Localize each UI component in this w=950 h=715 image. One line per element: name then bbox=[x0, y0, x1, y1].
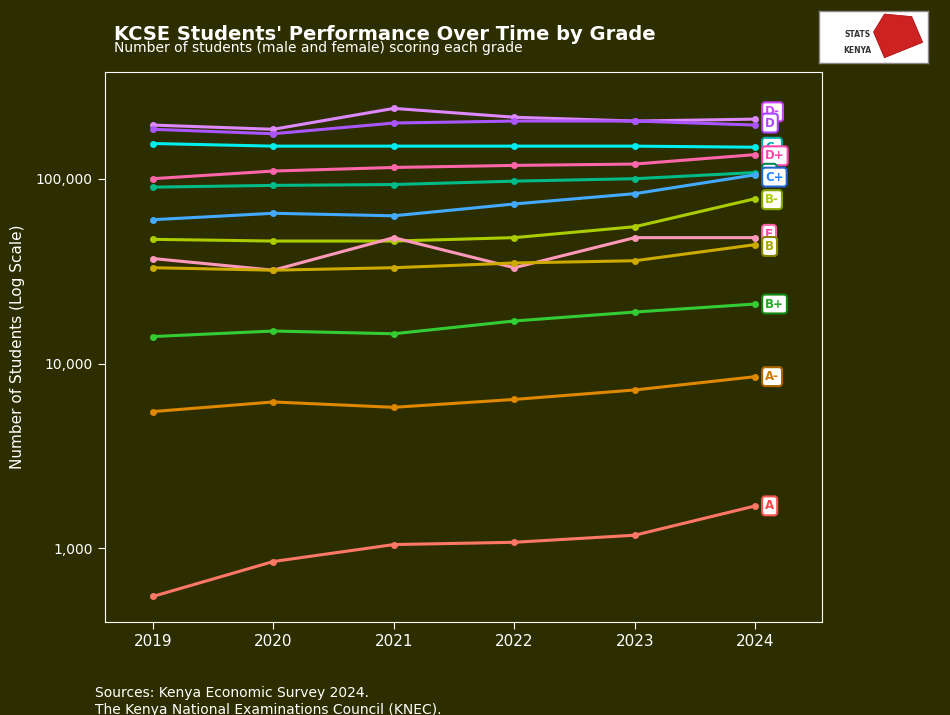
Text: B+: B+ bbox=[765, 297, 784, 310]
Text: D+: D+ bbox=[765, 149, 785, 162]
Text: Sources: Kenya Economic Survey 2024.
The Kenya National Examinations Council (KN: Sources: Kenya Economic Survey 2024. The… bbox=[95, 686, 442, 715]
Text: D-: D- bbox=[765, 105, 780, 118]
Text: C+: C+ bbox=[765, 171, 784, 184]
Text: A-: A- bbox=[765, 370, 779, 383]
Text: KENYA: KENYA bbox=[843, 46, 871, 54]
Text: D: D bbox=[765, 117, 775, 129]
Text: STATS: STATS bbox=[844, 30, 870, 39]
Text: B: B bbox=[765, 240, 774, 253]
Text: C-: C- bbox=[765, 141, 779, 154]
Polygon shape bbox=[874, 14, 922, 58]
Text: Number of students (male and female) scoring each grade: Number of students (male and female) sco… bbox=[114, 41, 522, 56]
Text: C: C bbox=[765, 167, 774, 179]
Text: A: A bbox=[765, 499, 774, 513]
Text: E: E bbox=[765, 228, 773, 241]
Text: B-: B- bbox=[765, 193, 779, 206]
Text: KCSE Students' Performance Over Time by Grade: KCSE Students' Performance Over Time by … bbox=[114, 25, 656, 44]
Y-axis label: Number of Students (Log Scale): Number of Students (Log Scale) bbox=[10, 225, 25, 469]
